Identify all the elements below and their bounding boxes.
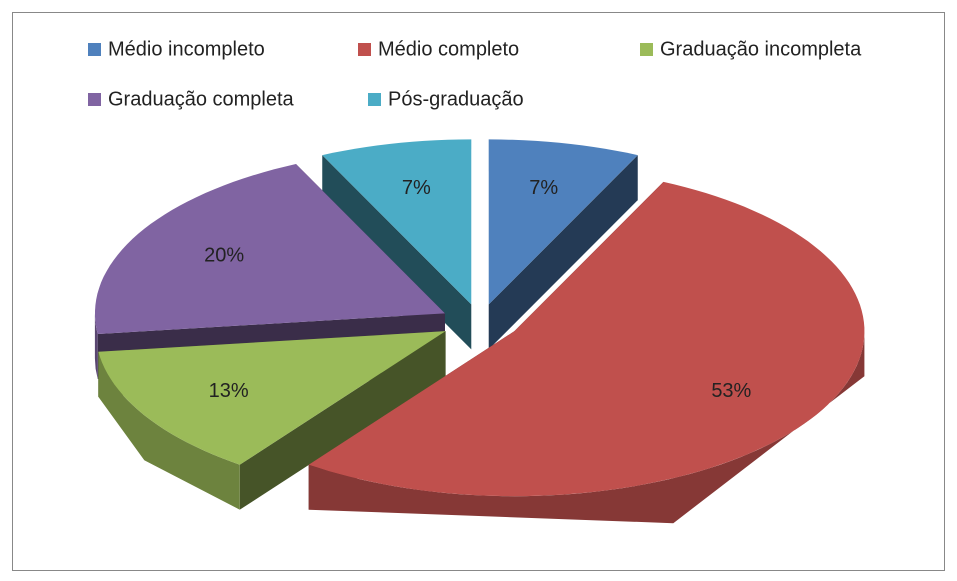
- slice: [95, 164, 445, 334]
- legend-swatch: [88, 93, 101, 106]
- legend-label: Médio completo: [378, 38, 519, 60]
- legend-label: Graduação incompleta: [660, 38, 862, 60]
- data-label: 13%: [209, 380, 249, 402]
- legend-label: Médio incompleto: [108, 38, 265, 60]
- data-label: 7%: [402, 177, 431, 199]
- legend-swatch: [640, 43, 653, 56]
- data-label: 7%: [529, 177, 558, 199]
- data-label: 53%: [711, 380, 751, 402]
- slice-side: [239, 331, 446, 510]
- legend-label: Graduação completa: [108, 88, 295, 110]
- slice-side: [488, 155, 638, 350]
- slice-side: [308, 331, 865, 524]
- slice: [488, 139, 638, 305]
- slice: [308, 181, 865, 497]
- data-label: 20%: [204, 244, 244, 266]
- slice: [322, 139, 472, 305]
- slice-side: [322, 155, 472, 350]
- legend-label: Pós-graduação: [388, 88, 524, 110]
- slice: [98, 331, 446, 465]
- legend-swatch: [368, 93, 381, 106]
- legend-swatch: [358, 43, 371, 56]
- slice-side: [94, 313, 98, 379]
- slice-side: [98, 351, 240, 510]
- legend-swatch: [88, 43, 101, 56]
